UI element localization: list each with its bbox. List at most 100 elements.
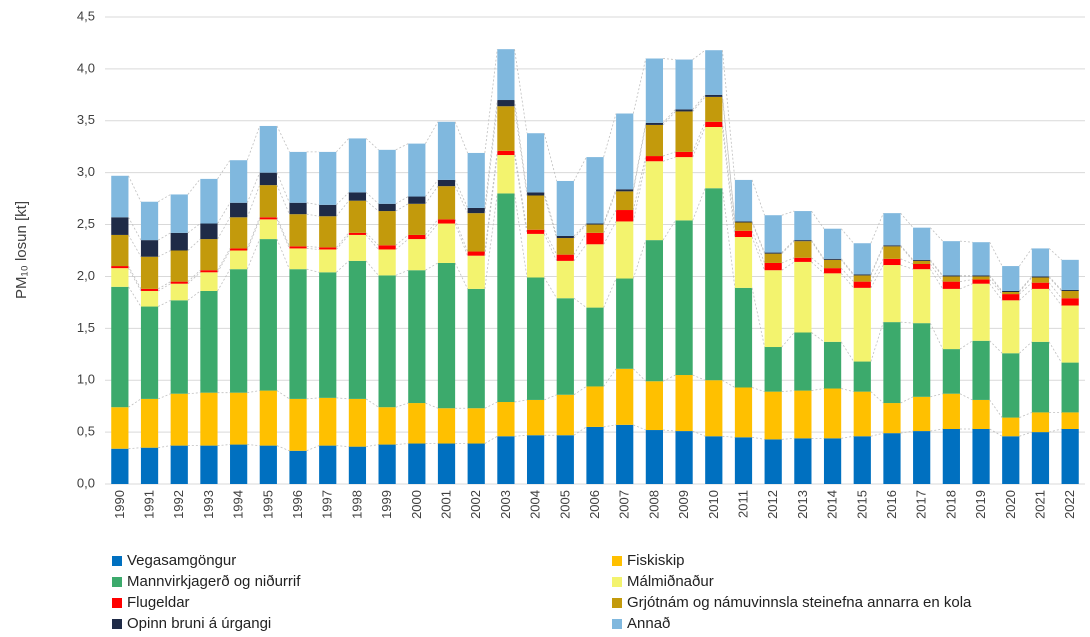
connector <box>870 432 884 437</box>
connector <box>989 340 1003 354</box>
legend-swatch <box>612 556 622 566</box>
bar-segment <box>259 219 277 240</box>
x-tick-label: 2001 <box>439 490 454 519</box>
bar-segment <box>823 258 842 260</box>
connector <box>929 268 944 290</box>
bar-segment <box>1031 276 1050 278</box>
connector <box>633 424 646 431</box>
bar-segment <box>586 232 604 245</box>
connector <box>336 234 350 250</box>
bar-segment <box>616 210 634 222</box>
x-tick-label: 1994 <box>231 490 246 519</box>
connector <box>1019 248 1033 267</box>
bar-segment <box>556 254 574 261</box>
connector <box>870 245 884 275</box>
connector <box>425 121 439 144</box>
connector <box>395 402 409 408</box>
bar-segment <box>526 229 545 234</box>
connector <box>246 238 261 270</box>
bar-segment <box>467 288 485 409</box>
connector <box>722 96 736 223</box>
connector <box>840 258 854 275</box>
connector <box>841 435 854 439</box>
bar-segment <box>497 155 515 194</box>
connector <box>603 368 617 387</box>
bar-segment <box>972 279 990 284</box>
bar-segment <box>111 448 129 484</box>
connector <box>128 217 142 241</box>
bar-segment <box>883 258 901 266</box>
bar-segment <box>348 234 367 261</box>
connector <box>781 332 795 348</box>
connector <box>454 179 468 209</box>
bar-segment <box>942 276 960 282</box>
connector <box>454 219 468 252</box>
bar-segment <box>734 221 753 223</box>
connector <box>128 267 142 292</box>
y-tick-label: 3,0 <box>77 164 95 179</box>
bar-segment <box>319 204 337 217</box>
x-tick-label: 2010 <box>706 490 721 519</box>
bar-segment <box>913 396 931 432</box>
connector <box>662 151 676 157</box>
bar-segment <box>794 438 812 484</box>
bar-segment <box>734 222 753 231</box>
bar-segment <box>734 287 753 388</box>
connector <box>840 228 854 244</box>
bar-segment <box>289 246 307 249</box>
bar-segment <box>764 253 782 263</box>
bar-segment <box>586 307 604 387</box>
bar-segment <box>200 223 218 240</box>
connector <box>573 232 587 255</box>
x-tick-label: 2018 <box>943 490 958 519</box>
bar-segment <box>853 275 871 282</box>
bar-segment <box>437 179 456 187</box>
x-tick-label: 2021 <box>1032 490 1047 519</box>
connector <box>603 209 617 234</box>
connector <box>959 279 973 283</box>
bar-segment <box>1031 432 1050 484</box>
connector <box>870 246 884 276</box>
x-tick-label: 1996 <box>290 490 305 519</box>
legend-swatch <box>612 598 622 608</box>
connector <box>217 159 231 180</box>
bar-segment <box>1002 300 1020 354</box>
bar-segment <box>734 437 753 484</box>
bar-segment <box>467 408 485 444</box>
connector <box>395 443 409 445</box>
connector <box>336 445 349 448</box>
bar-segment <box>170 283 188 301</box>
bar-segment <box>586 223 604 225</box>
connector <box>365 444 379 448</box>
bar-segment <box>111 268 129 287</box>
bar-segment <box>853 281 871 288</box>
connector <box>425 223 439 240</box>
bar-segment <box>734 237 753 288</box>
connector <box>157 299 171 307</box>
bar-segment <box>170 445 188 484</box>
bar-segment <box>319 272 337 398</box>
bar-segment <box>913 431 931 484</box>
bar-segment <box>319 247 337 250</box>
bar-segment <box>526 233 545 278</box>
connector <box>840 259 854 276</box>
bar-segment <box>526 133 545 193</box>
bar-segment <box>497 100 515 107</box>
connector <box>276 217 290 247</box>
legend-label: Grjótnám og námuvinnsla steinefna annarr… <box>627 594 972 611</box>
connector <box>781 390 795 393</box>
bar-segment <box>140 290 159 307</box>
bar-segment <box>645 58 664 123</box>
bar-segment <box>497 193 515 403</box>
connector <box>900 212 914 228</box>
connector <box>959 393 973 401</box>
bar-segment <box>319 216 337 248</box>
connector <box>722 50 736 180</box>
connector <box>217 202 231 224</box>
bar-segment <box>823 438 842 484</box>
connector <box>306 248 320 250</box>
connector <box>543 233 558 262</box>
bar-segment <box>437 219 456 224</box>
bar-segment <box>467 152 485 208</box>
connector <box>900 246 914 262</box>
